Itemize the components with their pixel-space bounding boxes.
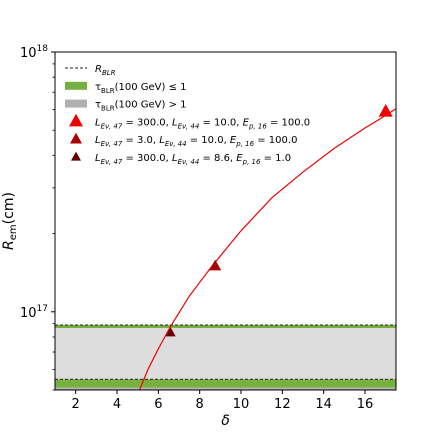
legend-label-5: LEν, 47 = 3.0, LEν, 44 = 10.0, Ep, 16 = … bbox=[95, 135, 297, 148]
x-tick-label-14: 14 bbox=[315, 397, 332, 412]
legend-green-swatch bbox=[65, 81, 87, 90]
legend-marker-swatch bbox=[71, 151, 81, 161]
band-thin-0 bbox=[55, 324, 396, 329]
axes-layer: 2 4 6 8 10 12 14 16 1017 1018 δ Rem(cm) bbox=[1, 44, 397, 429]
band-fill-1 bbox=[55, 328, 396, 380]
legend-entry-2: τBLR(100 GeV) ≤ 1 bbox=[65, 81, 187, 95]
x-tick-label-16: 16 bbox=[357, 397, 374, 412]
legend-gray-swatch bbox=[65, 99, 87, 108]
plot-frame bbox=[54, 51, 397, 391]
legend-marker-swatch bbox=[69, 113, 83, 127]
legend-label-6: LEν, 47 = 300.0, LEν, 44 = 8.6, Ep, 16 =… bbox=[95, 153, 291, 166]
band-thin-2 bbox=[55, 379, 396, 388]
x-tick-label-8: 8 bbox=[196, 397, 204, 412]
curve-layer bbox=[138, 108, 396, 390]
markers-layer bbox=[165, 104, 393, 337]
legend-label-1: RBLR bbox=[95, 64, 116, 77]
legend-entry-1: RBLR bbox=[65, 64, 116, 77]
legend-entry-3: τBLR(100 GeV) > 1 bbox=[65, 99, 187, 113]
emission-radius-curve bbox=[138, 108, 396, 390]
y-tick-label-1: 1018 bbox=[20, 44, 48, 61]
legend-entry-4: LEν, 47 = 300.0, LEν, 44 = 10.0, Ep, 16 … bbox=[69, 113, 310, 130]
reference-lines-layer bbox=[55, 324, 396, 380]
data-marker-3 bbox=[165, 327, 176, 337]
legend-label-3: τBLR(100 GeV) > 1 bbox=[95, 100, 187, 113]
x-tick-label-2: 2 bbox=[72, 397, 80, 412]
legend-marker-swatch bbox=[70, 132, 82, 144]
y-axis-label: Rem(cm) bbox=[1, 192, 19, 250]
bands-layer bbox=[55, 324, 396, 390]
x-tick-label-12: 12 bbox=[274, 397, 291, 412]
data-marker-1 bbox=[378, 104, 393, 117]
legend: RBLR τBLR(100 GeV) ≤ 1 τBLR(100 GeV) > 1 LE… bbox=[65, 64, 310, 166]
data-marker-2 bbox=[209, 259, 222, 271]
x-tick-label-10: 10 bbox=[233, 397, 250, 412]
y-tick-label-0: 1017 bbox=[20, 304, 48, 321]
x-tick-label-6: 6 bbox=[154, 397, 162, 412]
legend-entry-5: LEν, 47 = 3.0, LEν, 44 = 10.0, Ep, 16 = … bbox=[70, 132, 297, 148]
x-tick-label-4: 4 bbox=[113, 397, 121, 412]
x-axis-label: δ bbox=[221, 413, 230, 429]
legend-label-4: LEν, 47 = 300.0, LEν, 44 = 10.0, Ep, 16 … bbox=[95, 117, 310, 130]
band-thick-3 bbox=[55, 387, 396, 390]
legend-label-2: τBLR(100 GeV) ≤ 1 bbox=[95, 82, 187, 95]
legend-entry-6: LEν, 47 = 300.0, LEν, 44 = 8.6, Ep, 16 =… bbox=[71, 151, 291, 166]
